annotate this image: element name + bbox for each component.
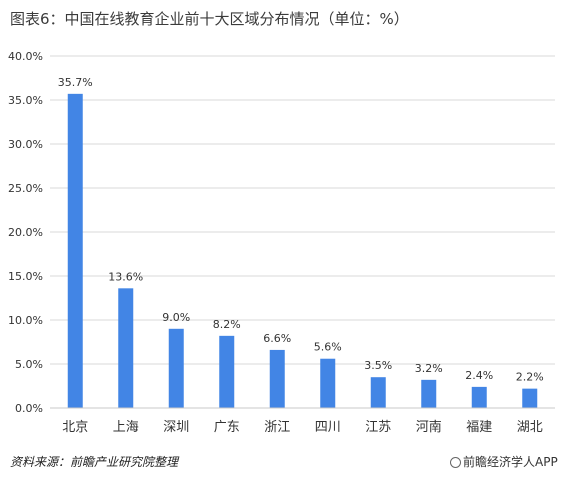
data-label: 2.2% xyxy=(516,371,544,384)
x-tick-label: 北京 xyxy=(62,420,88,435)
bar xyxy=(522,388,538,408)
x-tick-label: 四川 xyxy=(315,420,341,435)
data-label: 3.5% xyxy=(364,359,392,372)
bar xyxy=(370,377,386,408)
bar xyxy=(118,288,134,408)
brand-watermark: 前瞻经济学人APP xyxy=(450,453,558,470)
data-labels: 35.7% 13.6% 9.0% 8.2% 6.6% 5.6% 3.5% 3.2% 2.4% 2.… xyxy=(58,76,544,384)
x-tick-label: 浙江 xyxy=(264,420,290,435)
y-tick-label: 25.0% xyxy=(8,182,43,195)
bars xyxy=(67,93,538,408)
x-tick-label: 上海 xyxy=(113,420,139,435)
y-tick-label: 30.0% xyxy=(8,138,43,151)
x-tick-label: 河南 xyxy=(416,419,442,435)
y-tick-label: 5.0% xyxy=(15,358,43,371)
data-label: 6.6% xyxy=(263,332,291,345)
brand-text: 前瞻经济学人APP xyxy=(463,455,558,469)
data-label: 8.2% xyxy=(213,318,241,331)
data-label: 3.2% xyxy=(415,362,443,375)
bar xyxy=(168,328,184,408)
x-axis-ticks: 北京 上海 深圳 广东 浙江 四川 江苏 河南 福建 湖北 xyxy=(62,419,543,435)
x-tick-label: 深圳 xyxy=(163,420,189,435)
source-note: 资料来源：前瞻产业研究院整理 xyxy=(10,455,179,469)
x-tick-label: 广东 xyxy=(214,420,240,435)
x-tick-label: 福建 xyxy=(466,420,492,435)
y-tick-label: 20.0% xyxy=(8,226,43,239)
bar xyxy=(269,349,285,408)
x-tick-label: 江苏 xyxy=(365,419,391,435)
bar xyxy=(67,93,83,408)
bar xyxy=(421,379,437,408)
y-tick-label: 0.0% xyxy=(15,402,43,415)
bar xyxy=(471,386,487,408)
bar xyxy=(320,358,336,408)
y-tick-label: 35.0% xyxy=(8,94,43,107)
chart-title: 图表6：中国在线教育企业前十大区域分布情况（单位：%） xyxy=(10,10,409,28)
y-tick-label: 15.0% xyxy=(8,270,43,283)
brand-logo-icon xyxy=(450,457,461,468)
data-label: 5.6% xyxy=(314,341,342,354)
y-tick-label: 40.0% xyxy=(8,50,43,63)
data-label: 2.4% xyxy=(465,369,493,382)
data-label: 35.7% xyxy=(58,76,93,89)
x-tick-label: 湖北 xyxy=(517,420,543,435)
data-label: 13.6% xyxy=(108,270,143,283)
bar xyxy=(219,335,235,408)
gridlines xyxy=(50,55,555,365)
y-axis-ticks: 0.0% 5.0% 10.0% 15.0% 20.0% 25.0% 30.0% 35.0% 40… xyxy=(8,50,43,415)
y-tick-label: 10.0% xyxy=(8,314,43,327)
data-label: 9.0% xyxy=(162,311,190,324)
